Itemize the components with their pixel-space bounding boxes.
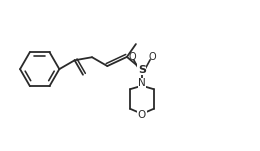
Text: O: O: [138, 110, 146, 120]
Text: S: S: [138, 64, 146, 75]
Text: O: O: [129, 52, 136, 62]
Text: O: O: [148, 52, 156, 62]
Text: N: N: [138, 78, 146, 88]
